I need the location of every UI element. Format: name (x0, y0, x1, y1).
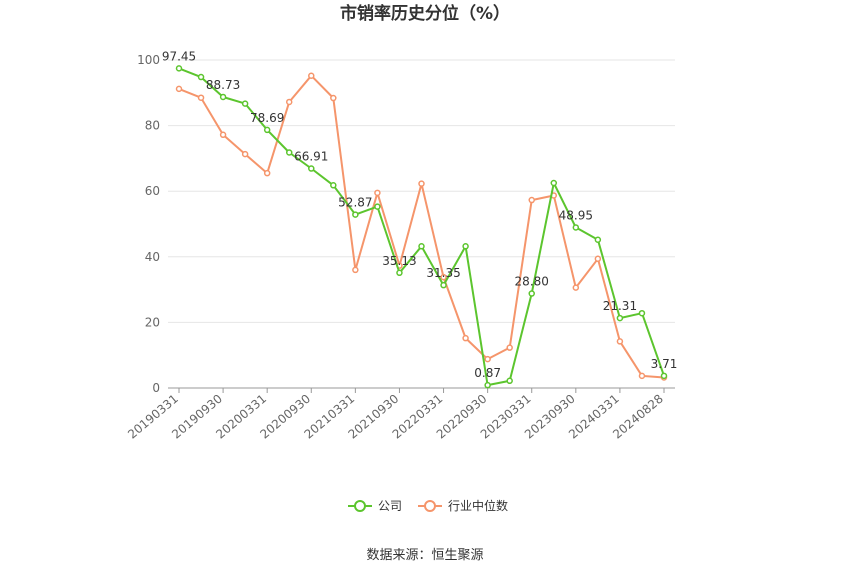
data-point[interactable] (484, 381, 491, 389)
legend-item[interactable]: 行业中位数 (418, 498, 508, 513)
data-point[interactable] (440, 273, 447, 281)
data-point[interactable] (462, 243, 469, 250)
data-point[interactable] (197, 94, 205, 101)
data-point[interactable] (241, 100, 249, 107)
data-point[interactable] (263, 169, 271, 177)
data-point[interactable] (660, 372, 668, 380)
series-layer (175, 65, 668, 389)
data-label: 0.87 (474, 366, 501, 380)
data-point[interactable] (241, 150, 249, 158)
y-tick-label: 0 (152, 381, 160, 395)
data-point[interactable] (440, 281, 447, 289)
data-label: 21.31 (603, 299, 637, 313)
data-point[interactable] (352, 211, 359, 218)
y-tick-label: 20 (145, 315, 160, 329)
data-label: 66.91 (294, 150, 328, 164)
data-point[interactable] (418, 180, 425, 187)
data-point[interactable] (528, 196, 535, 204)
chart-title: 市销率历史分位（%） (340, 3, 510, 24)
legend-label: 行业中位数 (448, 498, 508, 513)
data-point[interactable] (484, 355, 491, 363)
data-point[interactable] (616, 314, 624, 322)
source-note: 数据来源：恒生聚源 (366, 548, 483, 563)
legend-marker (424, 500, 436, 512)
data-point[interactable] (418, 243, 425, 250)
data-point[interactable] (396, 269, 403, 277)
data-label: 35.13 (382, 254, 416, 268)
data-point[interactable] (175, 65, 183, 72)
data-point[interactable] (219, 131, 227, 139)
data-point[interactable] (219, 93, 227, 101)
data-point[interactable] (572, 224, 580, 231)
data-point[interactable] (506, 377, 513, 385)
data-point[interactable] (550, 179, 558, 187)
data-point[interactable] (638, 372, 646, 380)
data-label: 48.95 (559, 208, 593, 222)
data-point[interactable] (285, 98, 293, 106)
data-point[interactable] (462, 334, 469, 342)
data-label: 52.87 (338, 196, 372, 210)
y-tick-label: 60 (145, 184, 160, 198)
legend-label: 公司 (378, 499, 402, 513)
data-label: 31.35 (426, 266, 460, 280)
data-point[interactable] (572, 284, 580, 291)
data-point[interactable] (263, 126, 271, 134)
y-tick-label: 80 (145, 119, 160, 133)
data-point[interactable] (175, 85, 183, 93)
data-point[interactable] (638, 309, 646, 317)
data-point[interactable] (308, 165, 315, 172)
data-label: 28.80 (515, 275, 549, 289)
legend[interactable]: 公司 行业中位数 (348, 498, 508, 513)
data-point[interactable] (594, 236, 602, 243)
data-point[interactable] (197, 73, 205, 81)
data-point[interactable] (374, 203, 381, 210)
data-point[interactable] (308, 72, 315, 79)
data-label: 97.45 (162, 49, 196, 63)
y-tick-label: 100 (137, 53, 160, 67)
data-point[interactable] (352, 266, 359, 274)
data-point[interactable] (330, 94, 337, 102)
data-label: 88.73 (206, 78, 240, 92)
data-point[interactable] (528, 290, 535, 297)
axes: 0204060801002019033120190930202003312020… (125, 53, 675, 442)
data-point[interactable] (285, 149, 293, 156)
grid (168, 59, 675, 323)
data-point[interactable] (594, 255, 602, 263)
data-label: 78.69 (250, 111, 284, 125)
data-label: 3.71 (651, 357, 678, 371)
legend-item[interactable]: 公司 (348, 499, 402, 513)
data-point[interactable] (616, 338, 624, 345)
legend-marker (354, 500, 366, 512)
data-labels: 97.45 88.73 78.69 66.91 52.87 35.13 31.35 0.87 2… (162, 49, 678, 380)
data-point[interactable] (374, 189, 381, 197)
data-point[interactable] (330, 182, 337, 189)
y-tick-label: 40 (145, 250, 160, 264)
data-point[interactable] (506, 344, 513, 351)
